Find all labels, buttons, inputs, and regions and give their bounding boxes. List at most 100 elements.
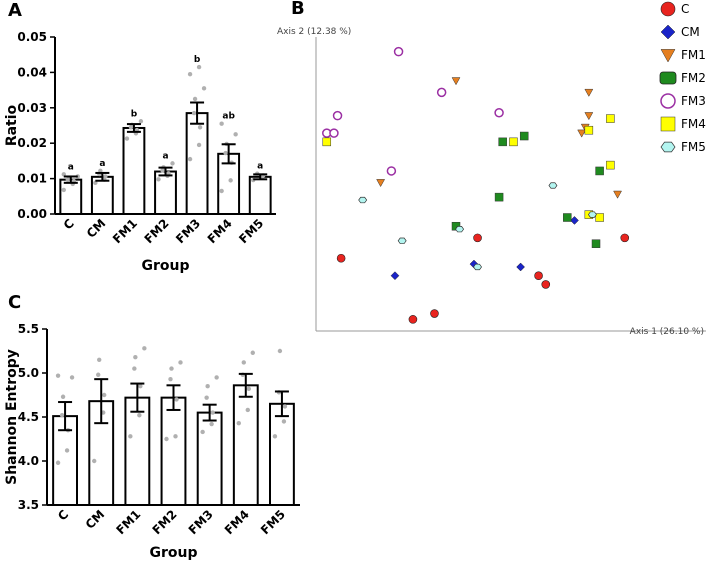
significance-label-FM5: a xyxy=(257,162,263,172)
x-tick-label-CM: CM xyxy=(84,216,109,241)
point-FM5 xyxy=(548,182,558,189)
point-FM4 xyxy=(509,137,518,147)
data-point-FM3 xyxy=(209,421,214,427)
y-tick-label: 4.5 xyxy=(18,410,39,424)
point-C xyxy=(430,309,439,318)
legend-label-FM4: FM4 xyxy=(681,117,706,131)
legend-label-FM5: FM5 xyxy=(681,140,706,154)
point-FM2 xyxy=(494,192,504,202)
significance-label-FM1: b xyxy=(131,109,138,119)
data-point-FM5 xyxy=(281,419,287,424)
x-axis-title: Group xyxy=(149,545,197,561)
data-point-C xyxy=(69,375,75,380)
point-CM xyxy=(390,271,400,281)
legend-marker-FM1 xyxy=(660,49,676,63)
point-FM1 xyxy=(376,179,386,188)
significance-label-FM4: ab xyxy=(222,112,235,122)
y-tick-label: 0.01 xyxy=(17,172,47,186)
bar-FM1 xyxy=(124,396,151,507)
y-tick-label: 4.0 xyxy=(18,454,39,468)
point-FM5 xyxy=(455,226,465,233)
data-point-FM5 xyxy=(277,348,283,354)
legend-label-C: C xyxy=(681,2,689,16)
data-point-FM2 xyxy=(178,360,183,365)
x-tick-label-FM5: FM5 xyxy=(236,216,266,246)
y-tick-label: 0.04 xyxy=(17,65,47,79)
data-point-CM xyxy=(93,180,98,186)
x-tick-label-FM2: FM2 xyxy=(150,507,180,537)
data-point-FM5 xyxy=(282,404,288,409)
panel-c: C 3.5 4.0 4.5 5.0 5.5 C CM FM1 FM2 FM3 FM4 FM5 Group… xyxy=(4,292,300,561)
data-point-FM4 xyxy=(223,150,228,156)
panel-b: B Axis 2 (12.38 %) Axis 1 (26.10 %) C CM FM… xyxy=(277,0,706,337)
data-point-C xyxy=(61,172,66,177)
x-tick-label-FM5: FM5 xyxy=(258,507,288,537)
data-point-FM1 xyxy=(138,119,144,124)
point-FM1 xyxy=(584,88,594,97)
data-point-C xyxy=(61,187,66,193)
point-FM5 xyxy=(397,237,407,244)
data-point-FM3 xyxy=(205,384,210,389)
data-point-FM1 xyxy=(124,136,130,141)
point-FM4 xyxy=(322,137,332,147)
data-point-FM3 xyxy=(187,156,193,162)
data-point-C xyxy=(64,448,70,453)
data-point-FM5 xyxy=(272,434,278,439)
data-point-FM1 xyxy=(142,346,147,351)
data-point-CM xyxy=(97,357,102,362)
data-point-FM3 xyxy=(196,142,202,148)
bar-FM3 xyxy=(185,112,209,215)
point-FM3 xyxy=(393,46,404,57)
x-tick-label-C: C xyxy=(55,507,71,523)
point-C xyxy=(408,315,418,324)
data-point-FM4 xyxy=(228,178,233,183)
data-point-C xyxy=(59,413,65,418)
data-point-FM4 xyxy=(246,386,251,392)
point-FM1 xyxy=(451,77,461,86)
data-point-FM2 xyxy=(164,436,169,442)
x-tick-label-FM4: FM4 xyxy=(205,216,235,246)
data-point-FM4 xyxy=(250,350,255,355)
data-point-FM1 xyxy=(138,384,143,389)
significance-label-FM2: a xyxy=(162,151,168,161)
data-point-FM3 xyxy=(192,96,198,102)
point-FM5 xyxy=(358,196,368,204)
bar-FM3 xyxy=(196,411,223,507)
data-point-FM3 xyxy=(200,429,205,435)
data-point-FM4 xyxy=(245,407,250,413)
point-FM2 xyxy=(498,137,507,147)
legend-marker-FM3 xyxy=(660,93,676,109)
point-CM xyxy=(516,262,525,272)
legend-marker-CM xyxy=(660,24,676,40)
legend-marker-C xyxy=(660,1,676,17)
data-point-CM xyxy=(103,174,108,179)
y-axis-title: Shannon Entropy xyxy=(4,349,20,485)
point-FM3 xyxy=(386,166,397,176)
data-point-CM xyxy=(96,372,101,377)
point-CM xyxy=(570,216,579,225)
data-point-FM2 xyxy=(174,397,179,402)
legend-label-FM2: FM2 xyxy=(681,71,706,85)
legend-marker-FM4 xyxy=(660,116,676,132)
data-point-FM4 xyxy=(236,420,241,426)
x-tick-label-FM3: FM3 xyxy=(173,216,203,246)
legend-marker-FM2 xyxy=(659,71,677,85)
point-FM3 xyxy=(329,128,339,138)
point-FM4 xyxy=(595,213,604,222)
panel-a-label: A xyxy=(8,0,22,21)
y-axis-title: Ratio xyxy=(4,104,20,146)
panel-b-legend: C CM FM1 FM2 FM3 FM4 FM5 xyxy=(659,1,706,154)
data-point-FM4 xyxy=(233,132,238,137)
point-FM2 xyxy=(591,239,601,248)
panel-a: A 0.00 0.01 0.02 0.03 0.04 0.05 a Ca CM b FM1 a FM2 b… xyxy=(4,0,276,274)
x-tick-label-FM3: FM3 xyxy=(186,507,216,537)
point-FM2 xyxy=(519,131,529,141)
point-FM4 xyxy=(606,160,615,170)
data-point-FM3 xyxy=(204,395,209,400)
point-FM3 xyxy=(494,108,504,118)
point-FM2 xyxy=(595,166,604,176)
y-tick-label: 0.03 xyxy=(17,101,47,115)
data-point-FM2 xyxy=(169,366,174,371)
point-FM1 xyxy=(613,190,622,199)
